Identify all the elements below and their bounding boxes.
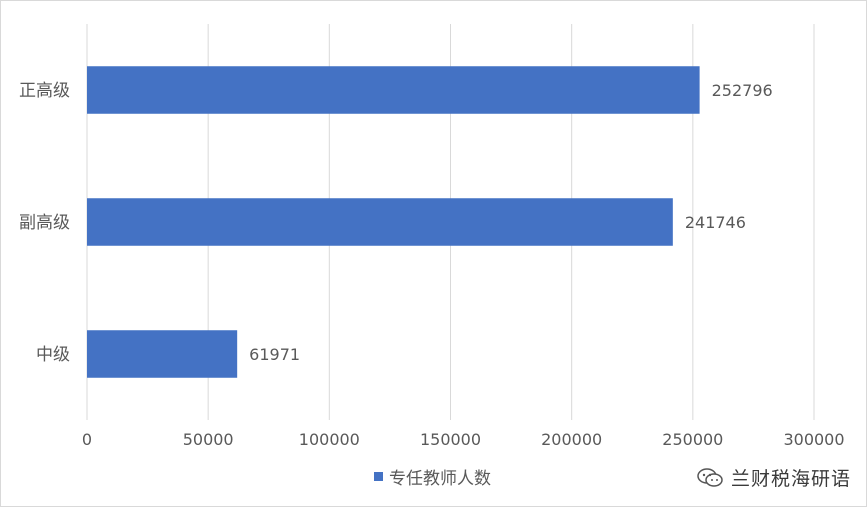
data-label: 252796 <box>712 81 773 100</box>
watermark-text: 兰财税海研语 <box>730 468 851 490</box>
legend-label: 专任教师人数 <box>389 468 491 489</box>
data-label: 241746 <box>685 213 746 232</box>
x-tick-label: 300000 <box>783 430 844 449</box>
legend-swatch <box>374 471 383 481</box>
category-label: 正高级 <box>19 81 70 101</box>
x-tick-label: 150000 <box>420 430 481 449</box>
x-tick-label: 250000 <box>662 430 723 449</box>
x-tick-label: 0 <box>82 430 92 449</box>
watermark: 兰财税海研语 <box>696 464 851 491</box>
bar <box>87 198 673 246</box>
data-label: 61971 <box>249 345 300 364</box>
category-label: 中级 <box>36 345 70 365</box>
x-tick-label: 200000 <box>541 430 602 449</box>
x-tick-label: 100000 <box>299 430 360 449</box>
category-label: 副高级 <box>19 213 70 233</box>
bar <box>87 330 238 378</box>
x-tick-label: 50000 <box>183 430 234 449</box>
wechat-icon <box>697 467 723 487</box>
bar <box>87 66 700 114</box>
chart-legend: 专任教师人数 <box>374 464 491 489</box>
